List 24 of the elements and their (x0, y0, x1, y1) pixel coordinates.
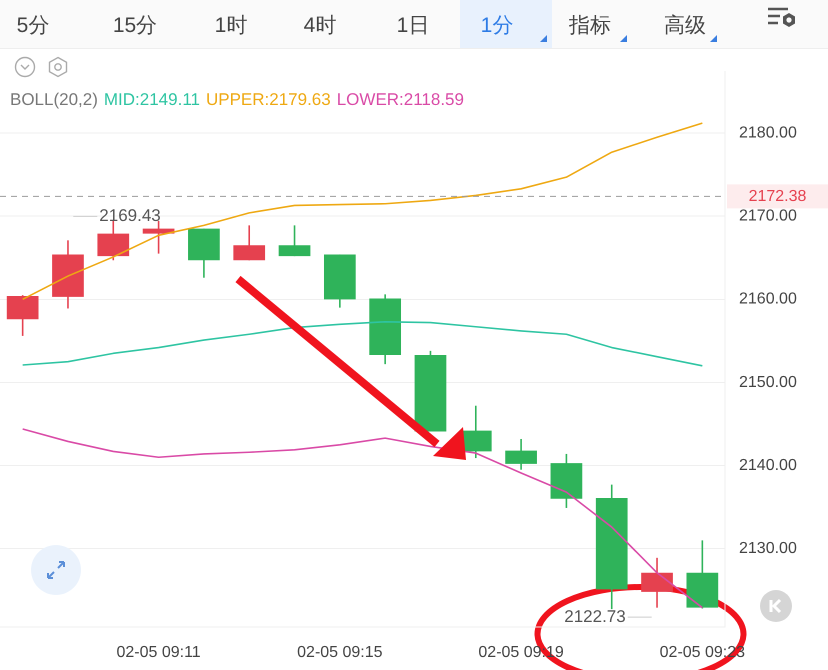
y-tick-label: 2130.00 (739, 540, 797, 558)
text: 4时 (302, 13, 338, 39)
y-tick-label: 2170.00 (739, 208, 797, 225)
text: UPPER:2179.63 (206, 90, 331, 109)
text: 1分 (480, 13, 514, 39)
ref-line-label: 2172.38 (748, 188, 807, 205)
x-tick-label: 02-05 09:15 (297, 644, 383, 661)
annotation: 2169.43 (99, 206, 161, 226)
text: 指标 (568, 13, 612, 39)
x-tick-label: 02-05 09:11 (116, 644, 201, 661)
candlestick (142, 220, 174, 254)
annotation: 2122.73 (564, 606, 626, 626)
text: LOWER:2118.59 (336, 90, 464, 109)
y-tick-label: 2150.00 (739, 374, 797, 391)
text: 5分 (16, 13, 50, 39)
legend-title: BOLL(20,2) (10, 90, 98, 109)
y-tick-label: 2180.00 (739, 124, 797, 142)
y-tick-label: 2140.00 (739, 456, 797, 474)
text: 高级 (663, 13, 707, 39)
text: MID:2149.11 (104, 90, 200, 109)
text: 1日 (396, 13, 430, 39)
y-tick-label: 2160.00 (739, 290, 797, 308)
text: 15分 (112, 13, 158, 39)
text: 1时 (214, 13, 248, 39)
